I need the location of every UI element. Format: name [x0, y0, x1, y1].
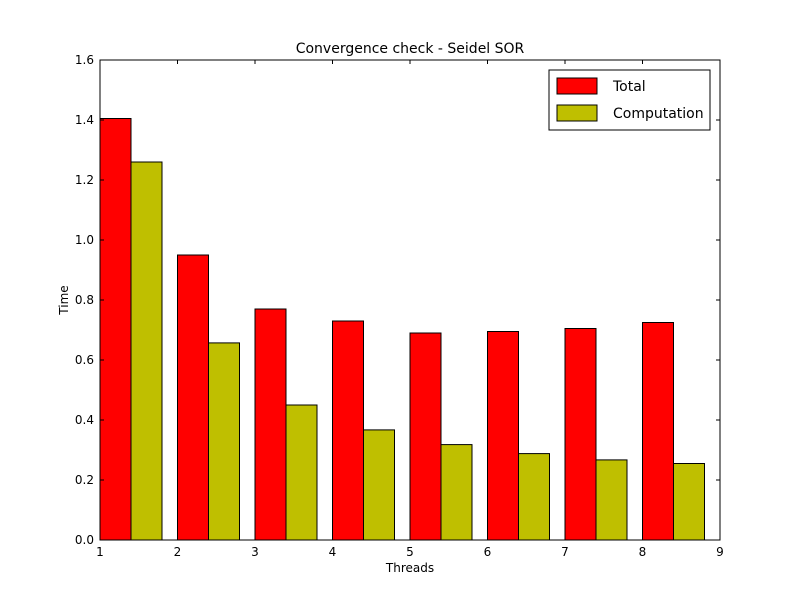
bar-computation-7: [595, 459, 628, 541]
legend: Total Computation: [548, 69, 711, 131]
x-tick-label-1: 1: [96, 545, 104, 559]
bar-total-4: [332, 320, 364, 541]
ticks-layer: 1 2 3 4 5 6 7 8 9 0.0 0.2 0.4 0.6 0.8 1.0 1.2 1.4 1.6: [75, 53, 724, 559]
bar-total-2: [177, 254, 209, 541]
bar-total-3: [254, 308, 287, 541]
x-tick-label-8: 8: [639, 545, 647, 559]
x-tick-label-4: 4: [329, 545, 337, 559]
bar-total-5: [409, 332, 442, 541]
x-tick-label-2: 2: [174, 545, 182, 559]
y-tick-label-0.8: 0.8: [75, 293, 94, 307]
legend-swatch-total: [556, 77, 598, 95]
bar-computation-1: [130, 161, 163, 541]
y-tick-label-0.4: 0.4: [75, 413, 94, 427]
y-tick-label-0.6: 0.6: [75, 353, 94, 367]
y-axis-label: Time: [57, 285, 71, 315]
legend-label-computation: Computation: [613, 106, 704, 122]
bar-computation-3: [285, 404, 318, 541]
x-tick-label-9: 9: [716, 545, 724, 559]
x-axis-label: Threads: [385, 561, 434, 575]
bar-computation-4: [363, 429, 395, 541]
bar-total-8: [642, 322, 674, 541]
x-tick-label-6: 6: [484, 545, 492, 559]
bars-layer: [99, 118, 705, 541]
bar-total-1: [99, 118, 132, 541]
y-tick-label-1.0: 1.0: [75, 233, 94, 247]
y-tick-label-0.2: 0.2: [75, 473, 94, 487]
x-tick-label-3: 3: [251, 545, 259, 559]
bar-computation-6: [518, 453, 550, 541]
chart-title: Convergence check - Seidel SOR: [296, 41, 525, 57]
bar-total-7: [564, 328, 597, 541]
bar-total-6: [487, 331, 519, 541]
x-tick-label-7: 7: [561, 545, 569, 559]
y-tick-label-1.6: 1.6: [75, 53, 94, 67]
legend-swatch-computation: [556, 104, 598, 122]
y-tick-label-0.0: 0.0: [75, 533, 94, 547]
bar-computation-8: [673, 463, 705, 541]
y-tick-label-1.2: 1.2: [75, 173, 94, 187]
y-tick-label-1.4: 1.4: [75, 113, 94, 127]
x-tick-label-5: 5: [406, 545, 414, 559]
legend-label-total: Total: [612, 79, 646, 95]
bar-computation-2: [208, 342, 240, 541]
bar-computation-5: [440, 444, 473, 541]
